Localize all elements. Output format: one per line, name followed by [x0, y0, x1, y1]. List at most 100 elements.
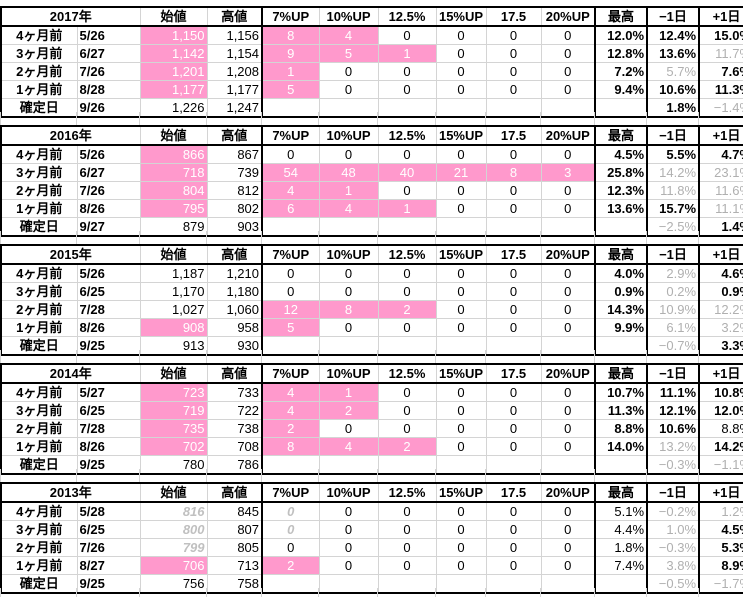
cell-plus1day[interactable]: 4.5%: [698, 520, 743, 539]
cell-up10[interactable]: 5: [318, 44, 379, 63]
cell-up15[interactable]: 0: [435, 144, 487, 164]
row-date[interactable]: 7/26: [76, 62, 141, 81]
header-plus1day[interactable]: +1日: [698, 6, 743, 27]
cell-max-rise[interactable]: [594, 336, 649, 356]
cell-up15[interactable]: 0: [435, 501, 487, 521]
row-label[interactable]: 4ヶ月前: [0, 501, 78, 521]
header-minus1day[interactable]: −1日: [646, 125, 701, 146]
cell-high-price[interactable]: 722: [206, 401, 264, 420]
cell-up7[interactable]: 5: [261, 80, 320, 99]
cell-max-rise[interactable]: 12.8%: [594, 44, 649, 63]
row-date[interactable]: 7/28: [76, 419, 141, 438]
row-label[interactable]: 3ヶ月前: [0, 44, 78, 63]
cell-up20[interactable]: 0: [540, 282, 596, 301]
cell-up10[interactable]: 0: [318, 520, 379, 539]
cell-plus1day[interactable]: 4.6%: [698, 263, 743, 283]
header-max-rise[interactable]: 最高: [594, 125, 649, 146]
cell-up17-5[interactable]: 0: [485, 25, 542, 45]
row-label[interactable]: 2ヶ月前: [0, 62, 78, 81]
cell-up12-5[interactable]: 40: [377, 163, 437, 182]
header-up20[interactable]: 20%UP: [540, 125, 596, 146]
row-date[interactable]: 6/25: [76, 520, 141, 539]
cell-max-rise[interactable]: [594, 574, 649, 594]
cell-minus1day[interactable]: 6.1%: [646, 318, 701, 337]
cell-up12-5[interactable]: 1: [377, 199, 437, 218]
header-up17-5[interactable]: 17.5: [485, 482, 542, 503]
cell-up7[interactable]: 0: [261, 501, 320, 521]
cell-up15[interactable]: 0: [435, 199, 487, 218]
header-up20[interactable]: 20%UP: [540, 363, 596, 384]
header-high-price[interactable]: 高値: [206, 125, 264, 146]
cell-start-price[interactable]: 723: [139, 382, 208, 402]
header-up7[interactable]: 7%UP: [261, 482, 320, 503]
row-date[interactable]: 8/27: [76, 556, 141, 575]
row-label[interactable]: 2ヶ月前: [0, 419, 78, 438]
row-date[interactable]: 5/28: [76, 501, 141, 521]
cell-start-price[interactable]: 1,187: [139, 263, 208, 283]
cell-up15[interactable]: 21: [435, 163, 487, 182]
cell-max-rise[interactable]: [594, 217, 649, 237]
cell-up17-5[interactable]: 8: [485, 163, 542, 182]
cell-minus1day[interactable]: −2.5%: [646, 217, 701, 237]
cell-minus1day[interactable]: 12.1%: [646, 401, 701, 420]
cell-high-price[interactable]: 713: [206, 556, 264, 575]
cell-plus1day[interactable]: −1.4%: [698, 98, 743, 118]
header-max-rise[interactable]: 最高: [594, 244, 649, 265]
header-up7[interactable]: 7%UP: [261, 244, 320, 265]
header-up10[interactable]: 10%UP: [318, 363, 379, 384]
cell-up15[interactable]: 0: [435, 25, 487, 45]
cell-up20[interactable]: 0: [540, 556, 596, 575]
cell-minus1day[interactable]: 14.2%: [646, 163, 701, 182]
cell-high-price[interactable]: 807: [206, 520, 264, 539]
header-start-price[interactable]: 始値: [139, 482, 208, 503]
cell-plus1day[interactable]: 3.2%: [698, 318, 743, 337]
header-start-price[interactable]: 始値: [139, 244, 208, 265]
row-date[interactable]: 9/25: [76, 574, 141, 594]
cell-up17-5[interactable]: 0: [485, 401, 542, 420]
row-label[interactable]: 1ヶ月前: [0, 556, 78, 575]
cell-minus1day[interactable]: 1.0%: [646, 520, 701, 539]
cell-up15[interactable]: 0: [435, 382, 487, 402]
cell-minus1day[interactable]: 10.6%: [646, 80, 701, 99]
header-minus1day[interactable]: −1日: [646, 244, 701, 265]
cell-up17-5[interactable]: 0: [485, 144, 542, 164]
cell-up7[interactable]: 0: [261, 144, 320, 164]
cell-up10[interactable]: 1: [318, 382, 379, 402]
cell-start-price[interactable]: 1,142: [139, 44, 208, 63]
cell-minus1day[interactable]: 0.2%: [646, 282, 701, 301]
header-up7[interactable]: 7%UP: [261, 125, 320, 146]
row-label[interactable]: 確定日: [0, 98, 78, 118]
cell-up7[interactable]: 0: [261, 263, 320, 283]
cell-plus1day[interactable]: 1.4%: [698, 217, 743, 237]
year-label[interactable]: 2017年: [0, 6, 141, 27]
cell-up20[interactable]: 0: [540, 263, 596, 283]
cell-max-rise[interactable]: 14.3%: [594, 300, 649, 319]
row-label[interactable]: 3ヶ月前: [0, 520, 78, 539]
cell-up17-5[interactable]: 0: [485, 538, 542, 557]
cell-plus1day[interactable]: 7.6%: [698, 62, 743, 81]
cell-plus1day[interactable]: 23.1%: [698, 163, 743, 182]
cell-high-price[interactable]: 903: [206, 217, 264, 237]
header-high-price[interactable]: 高値: [206, 6, 264, 27]
cell-up15[interactable]: 0: [435, 282, 487, 301]
header-high-price[interactable]: 高値: [206, 482, 264, 503]
cell-up7[interactable]: 0: [261, 538, 320, 557]
cell-up20[interactable]: 0: [540, 44, 596, 63]
cell-plus1day[interactable]: 12.2%: [698, 300, 743, 319]
cell-minus1day[interactable]: 5.5%: [646, 144, 701, 164]
cell-up17-5[interactable]: 0: [485, 282, 542, 301]
cell-max-rise[interactable]: 12.0%: [594, 25, 649, 45]
empty-row-gap[interactable]: [0, 469, 743, 482]
cell-up12-5[interactable]: 1: [377, 44, 437, 63]
cell-plus1day[interactable]: 11.1%: [698, 199, 743, 218]
header-up20[interactable]: 20%UP: [540, 6, 596, 27]
cell-up20[interactable]: 0: [540, 181, 596, 200]
cell-high-price[interactable]: 738: [206, 419, 264, 438]
empty-row-gap[interactable]: [0, 588, 743, 597]
cell-up20[interactable]: 0: [540, 25, 596, 45]
cell-start-price[interactable]: 866: [139, 144, 208, 164]
cell-up17-5[interactable]: 0: [485, 501, 542, 521]
row-label[interactable]: 4ヶ月前: [0, 144, 78, 164]
cell-up20[interactable]: 0: [540, 199, 596, 218]
cell-minus1day[interactable]: −0.3%: [646, 455, 701, 475]
